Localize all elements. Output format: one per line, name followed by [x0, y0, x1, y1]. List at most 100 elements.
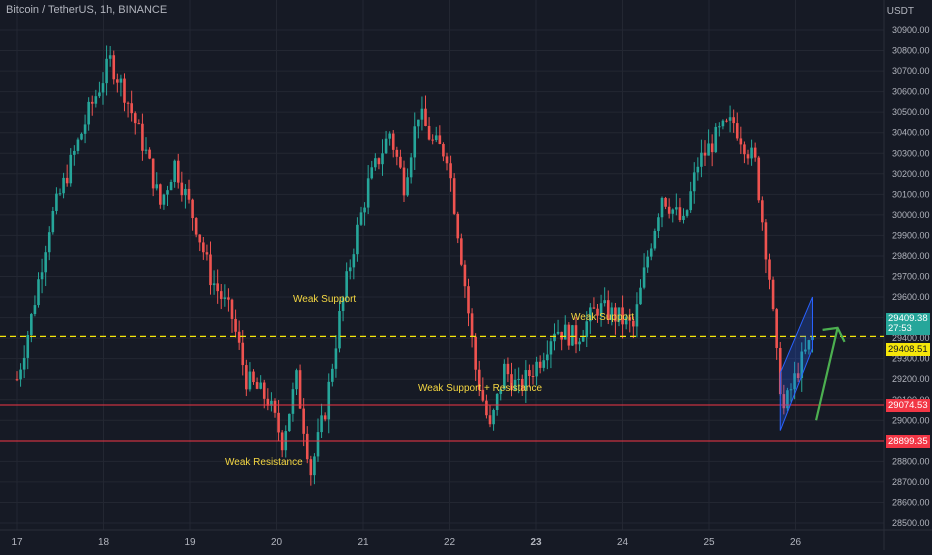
- ascending-channel[interactable]: [779, 296, 813, 431]
- candle-body: [277, 412, 280, 433]
- annotation-weak-support-resistance[interactable]: Weak Support + Resistance: [418, 383, 542, 394]
- up-arrow-head[interactable]: [822, 326, 846, 343]
- candle-body: [356, 224, 359, 255]
- candle-body: [510, 374, 513, 391]
- candle-body: [700, 152, 703, 167]
- candle-body: [323, 415, 327, 420]
- candle-body: [291, 389, 295, 414]
- annotation-weak-resistance[interactable]: Weak Resistance: [225, 457, 303, 468]
- candle-body: [22, 357, 26, 370]
- candle-body: [804, 349, 807, 352]
- candle-body: [420, 108, 424, 120]
- candle-body: [757, 157, 761, 201]
- candle-body: [345, 271, 348, 298]
- candle-body: [40, 272, 44, 280]
- price-tick-label: 29900.00: [892, 230, 930, 240]
- candle-body: [62, 177, 65, 194]
- candle-body: [184, 188, 187, 196]
- price-tick-label: 29400.00: [892, 333, 930, 343]
- candle-body: [148, 149, 151, 159]
- price-tick-label: 30400.00: [892, 128, 930, 138]
- candle-body: [624, 316, 628, 325]
- candle-body: [123, 78, 126, 103]
- candle-body: [764, 222, 768, 260]
- candle-body: [65, 177, 69, 184]
- candle-body: [789, 389, 793, 391]
- candle-body: [635, 304, 639, 327]
- candle-body: [212, 283, 216, 286]
- candle-body: [90, 101, 94, 104]
- candle-body: [603, 300, 606, 304]
- candle-body: [237, 331, 241, 343]
- candle-body: [169, 182, 173, 191]
- candle-body: [245, 365, 248, 390]
- candle-body: [101, 83, 105, 93]
- time-tick-label: 19: [184, 537, 196, 548]
- candle-body: [33, 305, 37, 315]
- last-price-value: 29409.38: [888, 312, 928, 324]
- price-tick-label: 29300.00: [892, 354, 930, 364]
- time-tick-label: 24: [617, 537, 629, 548]
- candle-body: [130, 103, 133, 114]
- candle-body: [460, 238, 463, 265]
- candle-body: [495, 393, 499, 411]
- candle-body: [51, 210, 55, 233]
- candle-body: [327, 381, 331, 420]
- price-tick-label: 30500.00: [892, 107, 930, 117]
- candle-body: [205, 252, 209, 255]
- candle-body: [198, 234, 202, 243]
- candle-body: [710, 143, 714, 153]
- candle-body: [80, 133, 83, 140]
- candle-body: [581, 337, 585, 342]
- candle-body: [664, 197, 667, 207]
- candle-body: [696, 166, 700, 173]
- annotation-weak-support-left[interactable]: Weak Support: [293, 294, 356, 305]
- candle-body: [628, 316, 632, 321]
- candle-body: [259, 382, 262, 389]
- candle-body: [431, 139, 434, 141]
- candle-body: [126, 102, 130, 104]
- candle-body: [209, 254, 212, 286]
- candle-body: [778, 347, 782, 395]
- price-tick-label: 30800.00: [892, 46, 930, 56]
- price-tick-label: 30900.00: [892, 25, 930, 35]
- candle-body: [384, 138, 388, 154]
- candle-body: [667, 206, 671, 214]
- candle-body: [219, 291, 223, 299]
- up-arrow-shaft[interactable]: [815, 327, 839, 421]
- annotation-weak-support-right[interactable]: Weak Support: [571, 312, 634, 323]
- candle-body: [452, 178, 456, 214]
- candle-body: [574, 325, 578, 345]
- candle-body: [571, 325, 574, 346]
- candle-body: [470, 313, 474, 337]
- candle-body: [166, 190, 169, 195]
- candle-body: [316, 432, 320, 457]
- candle-body: [485, 400, 488, 416]
- candle-body: [137, 123, 141, 125]
- candle-body: [467, 286, 470, 314]
- candle-body: [782, 394, 786, 409]
- candle-body: [151, 158, 155, 189]
- candle-body: [682, 215, 685, 220]
- candle-body: [406, 177, 409, 196]
- candle-body: [660, 197, 664, 218]
- candle-body: [98, 92, 101, 97]
- candle-body: [775, 309, 778, 348]
- candle-body: [402, 167, 406, 196]
- time-tick-label: 17: [11, 537, 23, 548]
- candle-body: [427, 125, 431, 140]
- symbol-title: Bitcoin / TetherUS, 1h, BINANCE: [6, 4, 168, 16]
- candle-body: [445, 156, 449, 164]
- candle-body: [309, 459, 313, 476]
- dashed-line-price-tag: 29408.51: [886, 343, 930, 357]
- candle-body: [363, 207, 366, 213]
- candle-body: [653, 230, 657, 249]
- candle-body: [728, 117, 732, 121]
- candle-body: [320, 415, 323, 433]
- candle-body: [348, 267, 352, 272]
- candle-body: [270, 400, 273, 406]
- candle-body: [359, 212, 363, 225]
- price-tick-label: 30100.00: [892, 189, 930, 199]
